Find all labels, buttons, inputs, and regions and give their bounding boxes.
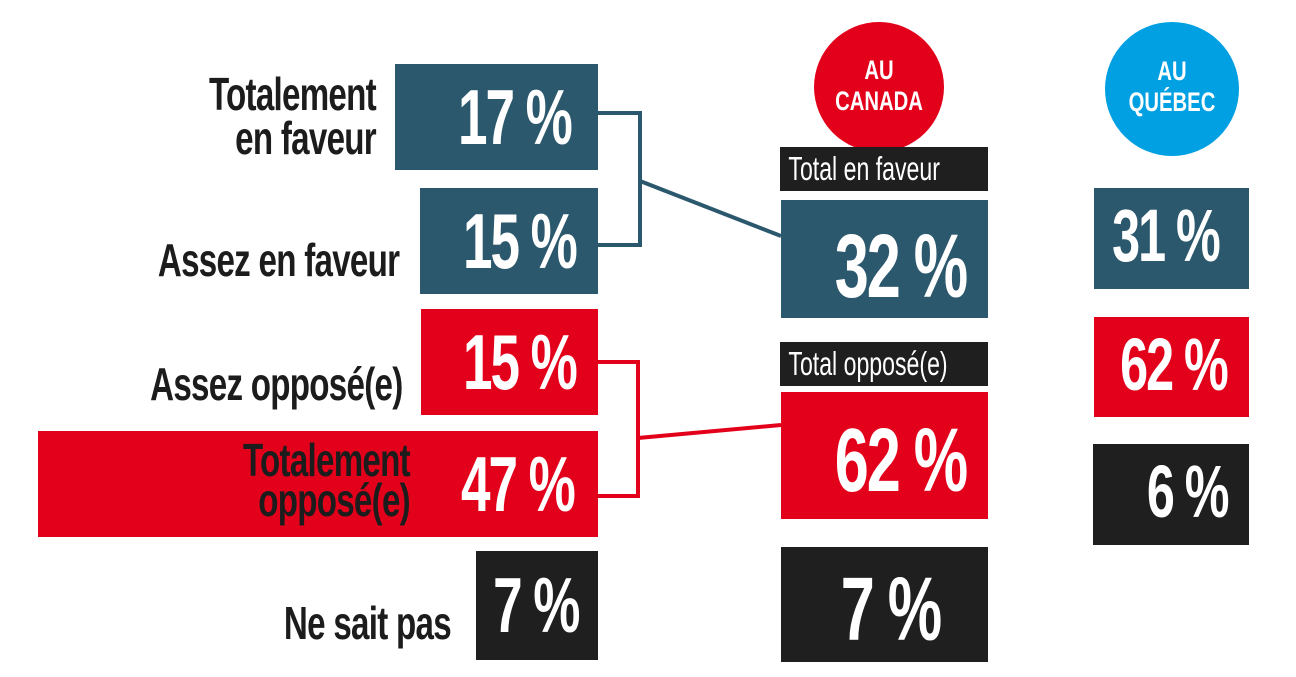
label-totalement-oppose: Totalement opposé(e) (242, 434, 411, 526)
oppose-connector (637, 423, 782, 440)
value-totalement-oppose: 47 % (461, 440, 576, 528)
label-assez-oppose: Assez opposé(e) (150, 358, 404, 410)
quebec-total-favor-value: 31 % (1112, 194, 1221, 277)
canada-ne-sait-pas-box (781, 547, 988, 662)
value-box-totalement-oppose (38, 431, 598, 537)
label-ne-sait-pas: Ne sait pas (284, 597, 452, 649)
tag-total-en-faveur: Total en faveur (780, 147, 988, 191)
value-ne-sait-pas: 7 % (492, 561, 580, 649)
label-totalement-en-faveur: Totalement en faveur (208, 68, 377, 164)
quebec-total-oppose-value: 62 % (1120, 323, 1229, 406)
tag-total-oppose: Total opposé(e) (780, 342, 988, 386)
canada-total-favor-value: 32 % (834, 217, 968, 317)
canada-ne-sait-pas-value: 7 % (840, 560, 942, 660)
quebec-total-favor-box (1094, 188, 1249, 289)
header-au-canada: AU CANADA (814, 22, 944, 152)
canada-total-oppose-value: 62 % (834, 411, 968, 511)
oppose-bracket (598, 360, 640, 498)
quebec-ne-sait-pas-value: 6 % (1147, 450, 1230, 533)
value-assez-oppose: 15 % (463, 318, 578, 406)
value-box-assez-en-faveur (420, 188, 598, 294)
canada-total-favor-box (781, 200, 988, 318)
quebec-total-oppose-box (1094, 317, 1249, 417)
value-box-assez-oppose (421, 309, 598, 415)
value-assez-en-faveur: 15 % (463, 197, 578, 285)
canada-total-oppose-box (781, 392, 988, 519)
favor-bracket (598, 111, 642, 247)
label-assez-en-faveur: Assez en faveur (157, 234, 400, 286)
value-box-totalement-en-faveur (395, 64, 598, 170)
quebec-ne-sait-pas-box (1093, 444, 1249, 545)
favor-connector (639, 179, 782, 238)
header-au-quebec: AU QUÉBEC (1105, 22, 1239, 156)
value-box-ne-sait-pas (476, 551, 598, 660)
value-totalement-en-faveur: 17 % (458, 73, 573, 161)
